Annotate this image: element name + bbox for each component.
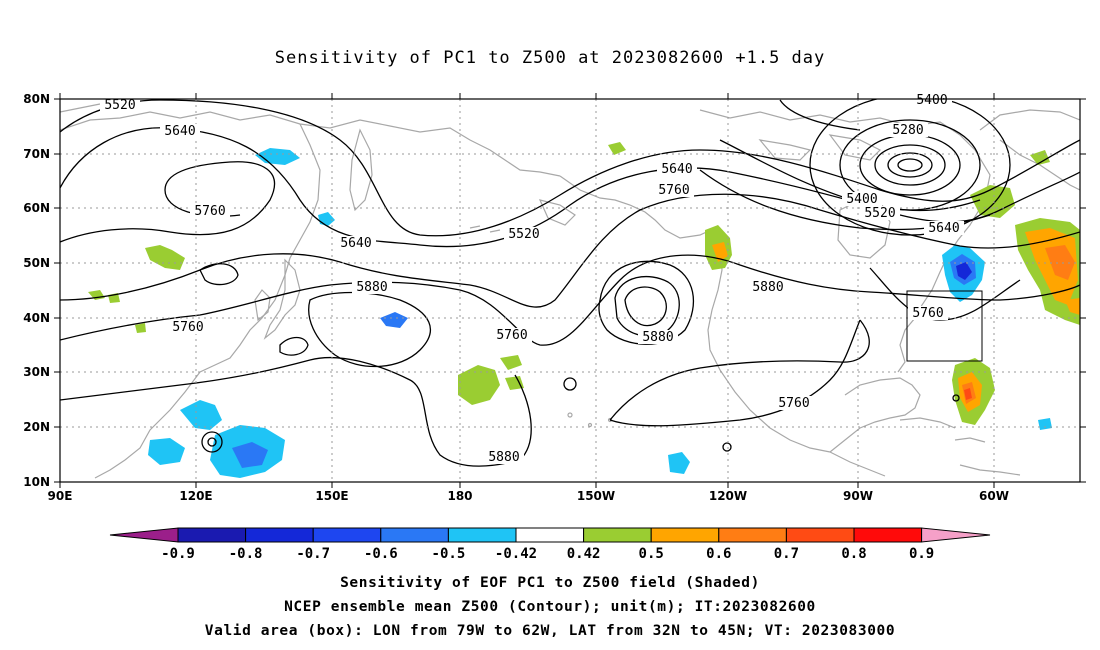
contour-label: 5880 [752, 280, 783, 295]
contour-label: 5880 [642, 330, 673, 345]
contour-label: 5640 [928, 221, 959, 236]
lat-label: 60N [23, 201, 50, 215]
lon-label: 90E [48, 489, 73, 503]
contour-label: 5760 [658, 183, 689, 198]
contour-label: 5760 [496, 328, 527, 343]
lat-label: 10N [23, 475, 50, 489]
contour-label: 5400 [846, 192, 877, 207]
contour-labels: 5520 5640 5760 5640 5880 5760 5520 5640 5760 5760… [100, 93, 964, 465]
contour-label: 5520 [864, 206, 895, 221]
colorbar-label: -0.42 [495, 546, 537, 562]
lon-label: 180 [447, 489, 472, 503]
lon-label: 150E [315, 489, 348, 503]
colorbar-label: -0.9 [161, 546, 195, 562]
z500-contours [60, 99, 1080, 467]
contour-label: 5400 [916, 93, 947, 108]
lon-label: 120E [179, 489, 212, 503]
axis-ticks [54, 93, 1086, 488]
colorbar-label: -0.6 [364, 546, 398, 562]
colorbar-segment [312, 527, 382, 543]
contour-label: 5760 [194, 204, 225, 219]
colorbar-segment [853, 527, 923, 543]
lon-label: 120W [709, 489, 747, 503]
colorbar-label: 0.8 [841, 546, 866, 562]
colorbar-segment [785, 527, 855, 543]
lon-label: 150W [577, 489, 615, 503]
colorbar-segment [515, 527, 585, 543]
lat-label: 30N [23, 365, 50, 379]
longitude-labels: 90E 120E 150E 180 150W 120W 90W 60W [48, 489, 1009, 503]
colorbar-label: 0.42 [567, 546, 601, 562]
colorbar-segment [245, 527, 314, 543]
map-frame [59, 98, 1081, 483]
lon-label: 60W [979, 489, 1009, 503]
latitude-labels: 10N 20N 30N 40N 50N 60N 70N 80N [23, 92, 50, 489]
colorbar-label: 0.9 [909, 546, 934, 562]
sensitivity-shading [88, 142, 1080, 478]
colorbar-label: 0.6 [706, 546, 731, 562]
colorbar-segment [380, 527, 449, 543]
map-title: Sensitivity of PC1 to Z500 at 2023082600… [274, 48, 826, 68]
contour-label: 5640 [164, 124, 195, 139]
colorbar-low-extend [109, 527, 179, 543]
contour-label: 5520 [508, 227, 539, 242]
colorbar-label: 0.7 [774, 546, 799, 562]
footer-line-3: Valid area (box): LON from 79W to 62W, L… [204, 623, 896, 639]
footer-line-2: NCEP ensemble mean Z500 (Contour); unit(… [284, 599, 816, 615]
lat-label: 50N [23, 256, 50, 270]
colorbar-labels: -0.9 -0.8 -0.7 -0.6 -0.5 -0.42 0.42 0.5 0.6 0.7 0.… [161, 546, 934, 562]
colorbar-segment [650, 527, 720, 543]
colorbar [109, 527, 991, 543]
colorbar-label: 0.5 [639, 546, 664, 562]
contour-label: 5760 [912, 306, 943, 321]
lat-label: 40N [23, 311, 50, 325]
contour-label: 5280 [892, 123, 923, 138]
valid-area-box [906, 290, 983, 362]
lat-label: 80N [23, 92, 50, 106]
footer-line-1: Sensitivity of EOF PC1 to Z500 field (Sh… [340, 575, 760, 591]
colorbar-label: -0.5 [432, 546, 466, 562]
contour-label: 5760 [172, 320, 203, 335]
colorbar-segment [447, 527, 517, 543]
colorbar-segment [177, 527, 247, 543]
contour-label: 5760 [778, 396, 809, 411]
contour-label: 5520 [104, 98, 135, 113]
lat-label: 70N [23, 147, 50, 161]
contour-label: 5640 [340, 236, 371, 251]
contour-label: 5880 [356, 280, 387, 295]
contour-label: 5640 [661, 162, 692, 177]
colorbar-high-extend [921, 527, 991, 543]
lon-label: 90W [843, 489, 873, 503]
lat-label: 20N [23, 420, 50, 434]
colorbar-label: -0.8 [229, 546, 263, 562]
colorbar-segment [718, 527, 787, 543]
colorbar-segment [583, 527, 652, 543]
colorbar-label: -0.7 [296, 546, 330, 562]
contour-label: 5880 [488, 450, 519, 465]
